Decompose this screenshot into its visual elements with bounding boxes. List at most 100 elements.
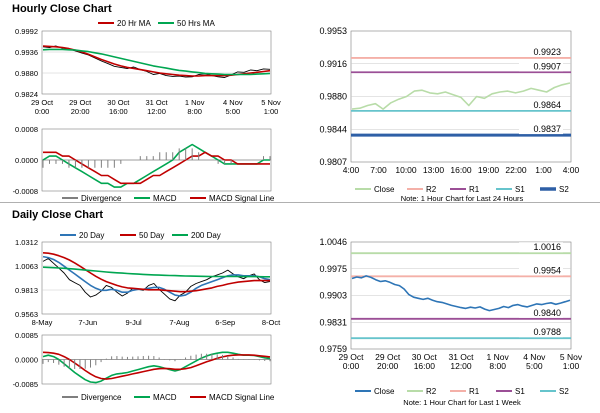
- hourly-price-x-tick: 1 Nov 8:00: [185, 98, 205, 116]
- daily-section-title: Daily Close Chart: [12, 209, 104, 221]
- hourly-price-x-tick: 29 Oct 20:00: [69, 98, 92, 116]
- daily-price-series-ma50: [42, 252, 270, 293]
- daily-price-y-tick: 0.9563: [15, 310, 38, 319]
- hourly-levels-x-tick: 4:00: [563, 165, 580, 175]
- daily-levels-x-tick-line: 5 Nov: [560, 352, 583, 362]
- hourly-price-x-tick: 4 Nov 5:00: [223, 98, 243, 116]
- daily-levels-x-tick-line: 30 Oct: [412, 352, 438, 362]
- hourly-section-title: Hourly Close Chart: [12, 3, 112, 15]
- daily-levels-y-tick: 0.9975: [319, 264, 347, 274]
- daily-levels-x-tick-line: 8:00: [489, 361, 506, 371]
- hourly-levels-x-tick: 10:00: [395, 165, 417, 175]
- daily-price-y-tick: 1.0312: [15, 238, 38, 247]
- hourly-levels-legend-label: S2: [559, 185, 569, 194]
- daily-levels-x-tick-line: 29 Oct: [375, 352, 401, 362]
- hourly-macd-series-signal: [43, 151, 270, 185]
- hourly-levels-x-tick: 22:00: [505, 165, 527, 175]
- daily-levels-y-tick: 0.9759: [319, 344, 347, 354]
- hourly-levels-y-tick: 0.9953: [319, 26, 347, 36]
- hourly-price-x-tick: 30 Oct 16:00: [107, 98, 130, 116]
- hourly-levels-legend-label: Close: [374, 185, 395, 194]
- daily-levels-x-tick: 5 Nov 1:00: [560, 352, 583, 371]
- daily-levels-x-tick: 31 Oct 12:00: [448, 352, 474, 371]
- hourly-price-x-tick-line: 5:00: [226, 107, 241, 116]
- hourly-levels-level-label-bg: [519, 46, 563, 57]
- daily-levels-x-tick: 1 Nov 8:00: [487, 352, 510, 371]
- daily-macd-series-macd: [42, 351, 271, 384]
- hourly-macd-legend-label: MACD: [153, 194, 177, 203]
- hourly-price-x-tick-line: 29 Oct: [69, 98, 92, 107]
- hourly-price-x-tick: 29 Oct 0:00: [31, 98, 54, 116]
- hourly-price-y-tick: 0.9824: [15, 90, 38, 99]
- daily-levels-y-tick: 0.9831: [319, 317, 347, 327]
- daily-levels-level-label-bg: [519, 242, 563, 253]
- daily-levels-level-label-R1: 0.9954: [533, 265, 561, 275]
- hourly-levels-x-tick: 7:00: [370, 165, 387, 175]
- daily-levels-y-tick: 0.9903: [319, 291, 347, 301]
- daily-price-x-tick: 7-Aug: [169, 318, 189, 327]
- hourly-levels-y-tick: 0.9916: [319, 59, 347, 69]
- hourly-price-frame: [41, 30, 272, 95]
- daily-levels-x-tick-line: 12:00: [450, 361, 472, 371]
- hourly-levels-level-label-S1: 0.9864: [533, 100, 561, 110]
- hourly-levels-legend-label: S1: [515, 185, 525, 194]
- hourly-price-x-tick: 5 Nov 1:00: [261, 98, 281, 116]
- hourly-levels-level-label-bg: [519, 99, 563, 110]
- hourly-macd-y-tick: -0.0008: [13, 187, 38, 196]
- daily-levels-x-tick-line: 16:00: [414, 361, 436, 371]
- daily-levels-x-tick: 4 Nov 5:00: [523, 352, 546, 371]
- hourly-price-x-tick-line: 30 Oct: [107, 98, 130, 107]
- daily-price-legend-label: 20 Day: [79, 231, 104, 240]
- daily-levels-x-tick-line: 1 Nov: [487, 352, 510, 362]
- hourly-levels-x-tick: 19:00: [478, 165, 500, 175]
- hourly-price-series-ma_long: [42, 48, 271, 76]
- daily-levels-x-tick-line: 4 Nov: [523, 352, 546, 362]
- hourly-levels-x-tick: 1:00: [535, 165, 552, 175]
- hourly-price-x-tick-line: 31 Oct: [145, 98, 168, 107]
- daily-levels-note: Note: 1 Hour Chart for Last 1 Week: [403, 398, 521, 407]
- daily-macd-y-tick: -0.0085: [13, 380, 38, 389]
- daily-price-x-tick: 8-Oct: [262, 318, 281, 327]
- hourly-price-y-tick: 0.9992: [15, 27, 38, 36]
- daily-price-x-tick: 8-May: [32, 318, 53, 327]
- hourly-levels-x-tick: 4:00: [343, 165, 360, 175]
- daily-macd-y-tick: 0.0000: [15, 356, 38, 365]
- hourly-price-x-tick-line: 5 Nov: [261, 98, 281, 107]
- daily-levels-x-tick: 29 Oct 0:00: [338, 352, 364, 371]
- daily-levels-x-tick: 29 Oct 20:00: [375, 352, 401, 371]
- daily-levels-level-label-bg: [519, 265, 563, 276]
- hourly-levels-y-tick: 0.9844: [319, 124, 347, 134]
- daily-price-x-tick: 7-Jun: [78, 318, 97, 327]
- hourly-levels-y-tick: 0.9807: [319, 157, 347, 167]
- daily-macd-legend-label: MACD Signal Line: [209, 393, 275, 402]
- hourly-price-x-tick-line: 8:00: [187, 107, 202, 116]
- hourly-price-y-tick: 0.9880: [15, 69, 38, 78]
- section-divider: [0, 202, 600, 203]
- hourly-levels-legend-label: R1: [469, 185, 480, 194]
- daily-levels-level-label-bg: [519, 307, 563, 318]
- hourly-price-x-tick-line: 1 Nov: [185, 98, 205, 107]
- hourly-price-legend-label: 50 Hrs MA: [177, 19, 215, 28]
- daily-levels-level-label-R2: 1.0016: [533, 242, 561, 252]
- hourly-price-y-tick: 0.9936: [15, 48, 38, 57]
- daily-price-y-tick: 0.9813: [15, 286, 38, 295]
- hourly-price-x-tick-line: 1:00: [264, 107, 279, 116]
- daily-price-x-tick: 9-Jul: [125, 318, 142, 327]
- daily-price-x-tick: 6-Sep: [215, 318, 235, 327]
- hourly-price-x-tick-line: 0:00: [35, 107, 50, 116]
- daily-levels-x-tick-line: 5:00: [526, 361, 543, 371]
- daily-levels-legend-label: Close: [374, 387, 395, 396]
- daily-price-legend-label: 50 Day: [139, 231, 164, 240]
- daily-price-frame: [41, 241, 272, 315]
- hourly-price-x-tick-line: 29 Oct: [31, 98, 54, 107]
- daily-levels-x-tick-line: 31 Oct: [448, 352, 474, 362]
- daily-levels-y-tick: 1.0046: [319, 237, 347, 247]
- daily-price-series-ma20: [42, 255, 271, 297]
- daily-levels-legend-label: R2: [426, 387, 437, 396]
- hourly-macd-y-tick: 0.0000: [15, 156, 38, 165]
- daily-levels-level-label-S1: 0.9840: [533, 308, 561, 318]
- daily-levels-x-tick-line: 20:00: [377, 361, 399, 371]
- daily-levels-level-label-S2: 0.9788: [533, 327, 561, 337]
